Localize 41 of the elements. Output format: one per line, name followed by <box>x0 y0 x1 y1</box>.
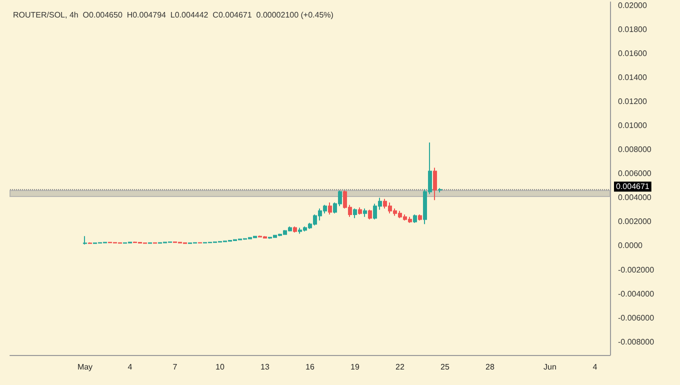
candlestick <box>358 206 362 216</box>
x-tick-label: 28 <box>486 362 495 372</box>
y-tick-label: -0.008000 <box>618 337 655 346</box>
y-tick-label: 0.02000 <box>618 1 648 10</box>
candlestick <box>328 202 332 216</box>
y-tick-label: 0.01400 <box>618 73 648 82</box>
candlestick <box>368 209 372 220</box>
y-tick-label: 0.008000 <box>618 145 652 154</box>
x-tick-label: May <box>77 362 93 372</box>
y-tick-label: 0.01200 <box>618 97 648 106</box>
y-tick-label: -0.002000 <box>618 265 655 274</box>
y-tick-label: 0.004000 <box>618 193 652 202</box>
y-tick-label: 0.01000 <box>618 121 648 130</box>
x-tick-label: 4 <box>128 362 133 372</box>
x-tick-label: 13 <box>260 362 270 372</box>
x-tick-label: 22 <box>396 362 405 372</box>
y-tick-label: -0.004000 <box>618 289 655 298</box>
y-tick-label: 0.0000 <box>618 241 644 250</box>
x-tick-label: 25 <box>440 362 450 372</box>
y-tick-label: 0.01800 <box>618 25 648 34</box>
candlestick <box>83 236 87 246</box>
candlestick <box>413 214 417 224</box>
x-tick-label: 7 <box>172 362 178 372</box>
candlestick <box>363 208 367 218</box>
x-tick-label: 16 <box>306 362 315 372</box>
candlestick <box>353 208 357 219</box>
candlestick <box>438 188 442 193</box>
ref-line-label: 0.004671 <box>616 182 650 192</box>
text: ROUTER/SOL, 4h O0.004650 H0.004794 L0.004442 C0.004671 0.00002100 (+0.45%) <box>13 10 334 20</box>
x-tick-label: Jun <box>544 362 556 372</box>
candlestick <box>88 242 92 244</box>
x-tick-label: 10 <box>216 362 225 372</box>
y-tick-label: 0.002000 <box>618 217 652 226</box>
x-tick-label: 19 <box>350 362 360 372</box>
y-tick-label: 0.01600 <box>618 49 648 58</box>
y-tick-label: 0.006000 <box>618 169 652 178</box>
y-tick-label: -0.006000 <box>618 313 655 322</box>
x-tick-label: 4 <box>592 362 598 372</box>
candlestick <box>433 167 437 201</box>
candlestick <box>418 214 422 222</box>
candlestick <box>293 226 297 234</box>
